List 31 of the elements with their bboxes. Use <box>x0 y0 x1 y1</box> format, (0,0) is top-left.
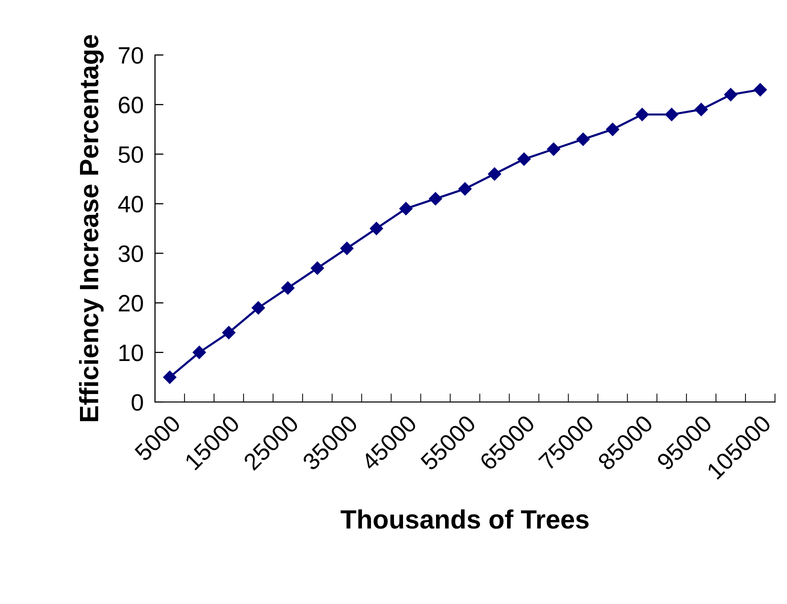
y-tick-label: 0 <box>132 394 143 411</box>
x-axis-title: Thousands of Trees <box>340 509 589 529</box>
point <box>310 262 324 275</box>
y-tick-label: 70 <box>118 47 143 64</box>
point <box>636 108 649 122</box>
point <box>754 83 767 96</box>
y-axis-title: Efficiency Increase Percentage <box>79 35 104 422</box>
point <box>576 132 590 146</box>
point <box>488 167 502 181</box>
point <box>517 152 531 166</box>
point <box>694 102 708 116</box>
point <box>458 182 472 196</box>
y-tick-label: 20 <box>118 294 143 312</box>
point <box>606 122 620 136</box>
y-tick-label: 30 <box>118 245 143 262</box>
y-tick-label: 60 <box>118 96 143 114</box>
y-tick-label: 10 <box>119 344 143 362</box>
point <box>370 222 384 236</box>
point <box>252 301 265 314</box>
point <box>665 108 678 122</box>
y-tick-label: 40 <box>118 196 143 212</box>
point <box>281 281 294 295</box>
point <box>399 202 413 216</box>
point <box>192 346 206 360</box>
point <box>724 88 738 102</box>
y-tick-label: 50 <box>118 146 143 163</box>
point <box>428 192 442 206</box>
point <box>340 242 354 255</box>
point <box>222 326 236 340</box>
point <box>163 370 176 384</box>
point <box>546 142 560 156</box>
